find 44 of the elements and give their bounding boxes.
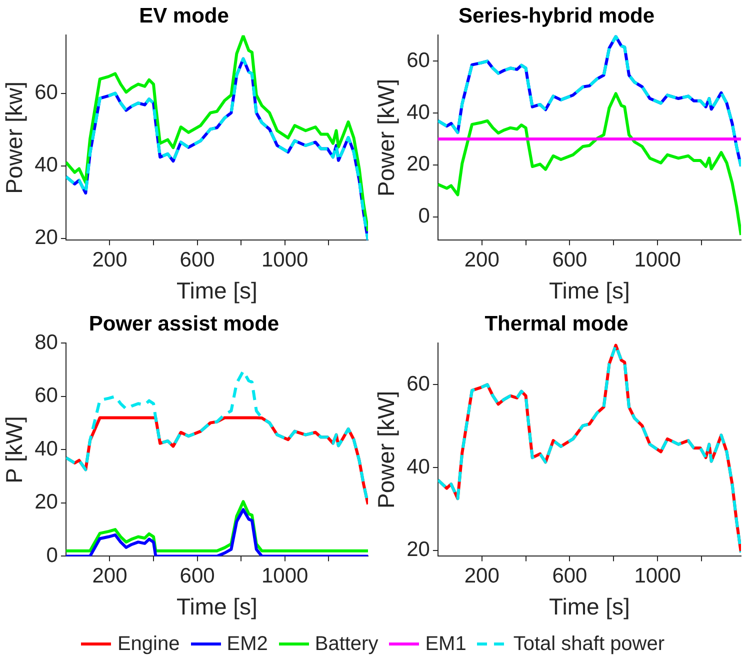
y-tick-label: 0 [418, 204, 430, 228]
legend-label: EM2 [226, 632, 268, 656]
legend-label: EM1 [425, 632, 466, 656]
x-tick-label: 200 [464, 248, 500, 272]
y-tick-label: 40 [34, 154, 58, 177]
legend-label: Engine [117, 632, 180, 656]
x-tick-label: 200 [92, 564, 128, 588]
y-tick-label: 20 [34, 490, 58, 514]
x-tick-label: 600 [552, 564, 588, 588]
y-axis-title: Power [kW] [373, 78, 400, 196]
y-tick-label: 40 [406, 455, 430, 478]
x-tick-label: 600 [180, 564, 215, 588]
y-tick-label: 60 [406, 372, 430, 396]
x-tick-label: 1000 [261, 248, 308, 272]
y-tick-label: 80 [34, 330, 58, 354]
y-tick-label: 20 [406, 152, 430, 176]
legend-label: Total shaft power [513, 632, 665, 656]
y-axis-title: P [kW] [1, 416, 28, 484]
x-tick-label: 1000 [634, 248, 681, 272]
x-tick-label: 600 [552, 248, 588, 272]
y-tick-label: 20 [34, 226, 58, 250]
chart-title: Power assist mode [88, 312, 280, 336]
chart-title: Thermal mode [484, 312, 628, 336]
x-axis-title: Time [s] [549, 278, 630, 304]
legend-label: Battery [314, 632, 378, 656]
x-tick-label: 200 [464, 564, 500, 588]
x-tick-label: 200 [92, 248, 128, 272]
y-tick-label: 40 [406, 100, 430, 124]
y-tick-label: 60 [34, 81, 58, 104]
y-tick-label: 60 [406, 48, 430, 72]
y-axis-title: Power [kW] [373, 390, 400, 508]
y-tick-label: 60 [34, 384, 58, 408]
x-tick-label: 600 [180, 248, 215, 272]
chart-title: Series-hybrid mode [458, 4, 655, 28]
y-tick-label: 0 [46, 544, 58, 567]
x-axis-title: Time [s] [176, 594, 258, 620]
chart-title: EV mode [139, 4, 229, 28]
y-tick-label: 40 [34, 437, 58, 460]
x-axis-title: Time [s] [176, 278, 258, 304]
y-tick-label: 20 [406, 538, 430, 562]
y-axis-title: Power [kw] [1, 81, 28, 194]
x-axis-title: Time [s] [549, 594, 630, 620]
x-tick-label: 1000 [634, 564, 681, 588]
x-tick-label: 1000 [261, 564, 308, 588]
